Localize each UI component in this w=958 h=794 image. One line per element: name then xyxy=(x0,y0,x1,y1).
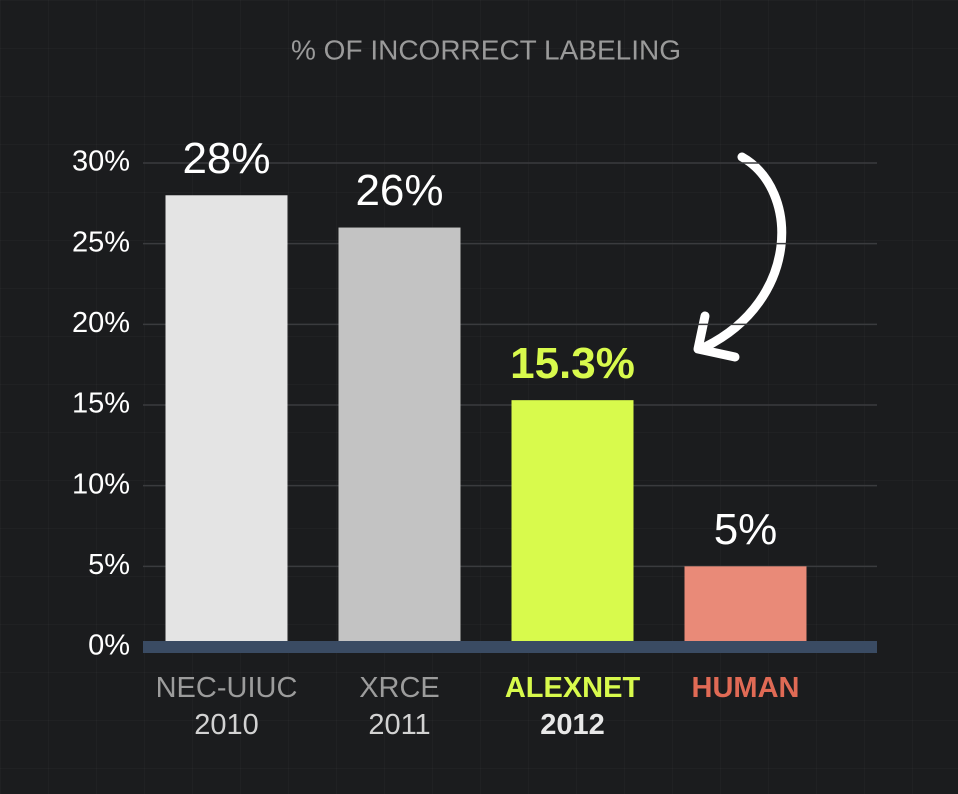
x-tick-label: HUMAN xyxy=(691,672,800,704)
y-tick-label: 10% xyxy=(72,468,130,500)
bar xyxy=(511,400,634,647)
y-tick-label: 0% xyxy=(88,630,130,662)
value-label: 5% xyxy=(714,505,778,554)
bar xyxy=(338,227,461,648)
y-tick-label: 20% xyxy=(72,307,130,339)
arrow xyxy=(700,152,787,352)
x-tick-label: ALEXNET 2012 xyxy=(504,672,641,741)
y-tick-label: 30% xyxy=(72,146,130,178)
y-tick-label: 15% xyxy=(72,388,130,420)
y-tick-label: 5% xyxy=(88,549,130,581)
bar xyxy=(684,566,807,647)
value-label: 15.3% xyxy=(510,339,635,388)
x-tick-label: XRCE 2011 xyxy=(359,672,440,741)
x-tick-label: NEC-UIUC 2010 xyxy=(155,672,298,741)
chart-title: % OF INCORRECT LABELING xyxy=(291,34,681,65)
value-label: 28% xyxy=(182,134,270,183)
x-axis xyxy=(143,641,877,653)
y-tick-label: 25% xyxy=(72,226,130,258)
bar xyxy=(165,195,288,647)
value-label: 26% xyxy=(355,166,443,215)
arrow-head xyxy=(693,311,740,362)
